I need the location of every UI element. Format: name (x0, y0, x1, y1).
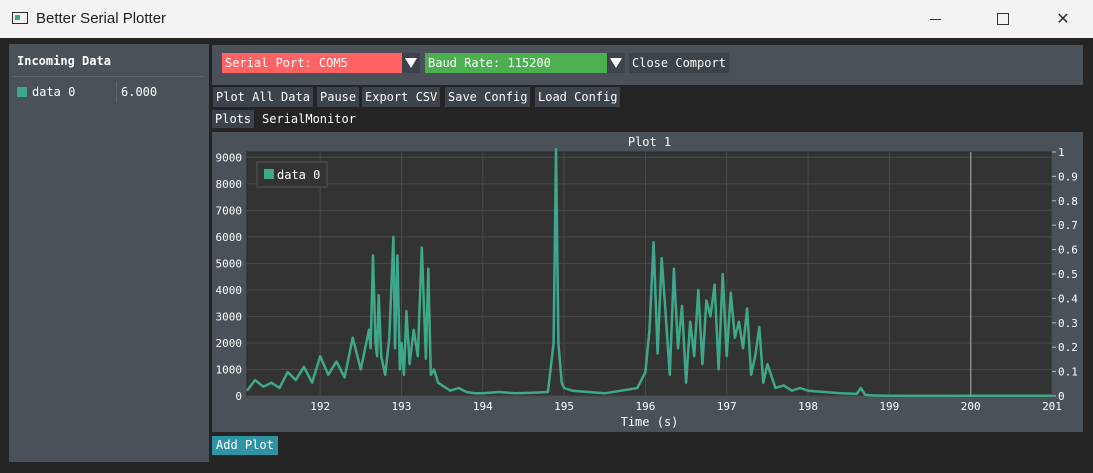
maximize-button[interactable] (980, 0, 1026, 38)
x-tick-label: 193 (392, 400, 412, 413)
save-config-button[interactable]: Save Config (445, 87, 531, 107)
plot-1[interactable]: Plot 10100020003000400050006000700080009… (212, 132, 1083, 432)
close-window-button[interactable]: ✕ (1040, 0, 1086, 38)
x-tick-label: 195 (554, 400, 574, 413)
y2-tick-label: 0 (1058, 390, 1065, 403)
window-title: Better Serial Plotter (36, 10, 167, 27)
y-tick-label: 7000 (216, 204, 243, 217)
x-tick-label: 196 (635, 400, 655, 413)
baud-rate-dropdown[interactable] (607, 53, 625, 73)
y-tick-label: 5000 (216, 257, 243, 270)
y2-tick-label: 0.6 (1058, 244, 1078, 257)
y-tick-label: 9000 (216, 151, 243, 164)
data-value: 6.000 (121, 85, 158, 99)
connection-bar: Serial Port: COM5 Baud Rate: 115200 Clos… (212, 45, 1083, 85)
data-row[interactable]: data 0 6.000 (17, 82, 207, 102)
series-line-0[interactable] (246, 148, 1052, 398)
minimize-button[interactable] (912, 0, 958, 38)
y-tick-label: 0 (235, 390, 242, 403)
x-tick-label: 198 (798, 400, 818, 413)
y-tick-label: 8000 (216, 178, 243, 191)
plot-area[interactable] (246, 151, 1053, 397)
x-tick-label: 197 (717, 400, 737, 413)
triangle-down-icon (405, 58, 417, 68)
client-area: Incoming Data data 0 6.000 Serial Port: … (0, 38, 1093, 473)
legend-swatch (264, 169, 274, 179)
export-csv-button[interactable]: Export CSV (362, 87, 441, 107)
baud-rate-label: Baud Rate: 115200 (425, 53, 607, 73)
load-config-button[interactable]: Load Config (535, 87, 621, 107)
divider (13, 76, 205, 77)
y2-tick-label: 0.7 (1058, 219, 1078, 232)
close-comport-button[interactable]: Close Comport (629, 53, 729, 73)
serial-port-dropdown[interactable] (402, 53, 420, 73)
data-name: data 0 (32, 85, 76, 99)
x-axis-label: Time (s) (621, 415, 679, 429)
triangle-down-icon (610, 58, 622, 68)
pause-button[interactable]: Pause (317, 87, 360, 107)
plot-panel: Plot 1 0 1000 2000 3000 4000 5000 6000 7000 8000 9… (212, 132, 1083, 432)
x-tick-label: 194 (473, 400, 493, 413)
x-tick-label: 192 (310, 400, 330, 413)
y2-tick-label: 1 (1058, 146, 1065, 159)
title-bar: Better Serial Plotter ✕ (0, 0, 1093, 38)
legend-label[interactable]: data 0 (277, 168, 320, 182)
baud-rate-combo[interactable]: Baud Rate: 115200 (425, 53, 625, 73)
y2-tick-label: 0.8 (1058, 195, 1078, 208)
incoming-data-header: Incoming Data (17, 54, 111, 68)
y-tick-label: 6000 (216, 231, 243, 244)
y2-tick-label: 0.2 (1058, 341, 1078, 354)
y-tick-label: 2000 (216, 337, 243, 350)
y-tick-label: 4000 (216, 284, 243, 297)
series-color-swatch (17, 87, 27, 97)
plot-all-data-button[interactable]: Plot All Data (213, 87, 313, 107)
x-tick-label: 201 (1042, 400, 1062, 413)
y2-tick-label: 0.5 (1058, 268, 1078, 281)
x-tick-label: 200 (961, 400, 981, 413)
y2-tick-label: 0.4 (1058, 292, 1078, 305)
y-tick-label: 3000 (216, 310, 243, 323)
serial-port-label: Serial Port: COM5 (222, 53, 402, 73)
maximize-icon (997, 13, 1009, 25)
close-icon: ✕ (1056, 11, 1070, 28)
y2-tick-label: 0.3 (1058, 317, 1078, 330)
plot-title: Plot 1 (628, 135, 671, 149)
minimize-icon (929, 18, 941, 20)
incoming-data-panel: Incoming Data data 0 6.000 (9, 44, 209, 462)
y-tick-label: 1000 (216, 363, 243, 376)
add-plot-button[interactable]: Add Plot (212, 436, 278, 455)
app-icon (12, 12, 28, 24)
y2-tick-label: 0.1 (1058, 366, 1078, 379)
y2-tick-label: 0.9 (1058, 170, 1078, 183)
serial-port-combo[interactable]: Serial Port: COM5 (222, 53, 420, 73)
x-tick-label: 199 (879, 400, 899, 413)
column-divider (116, 82, 117, 102)
tab-serial-monitor[interactable]: SerialMonitor (262, 112, 356, 126)
tab-plots[interactable]: Plots (212, 110, 255, 128)
